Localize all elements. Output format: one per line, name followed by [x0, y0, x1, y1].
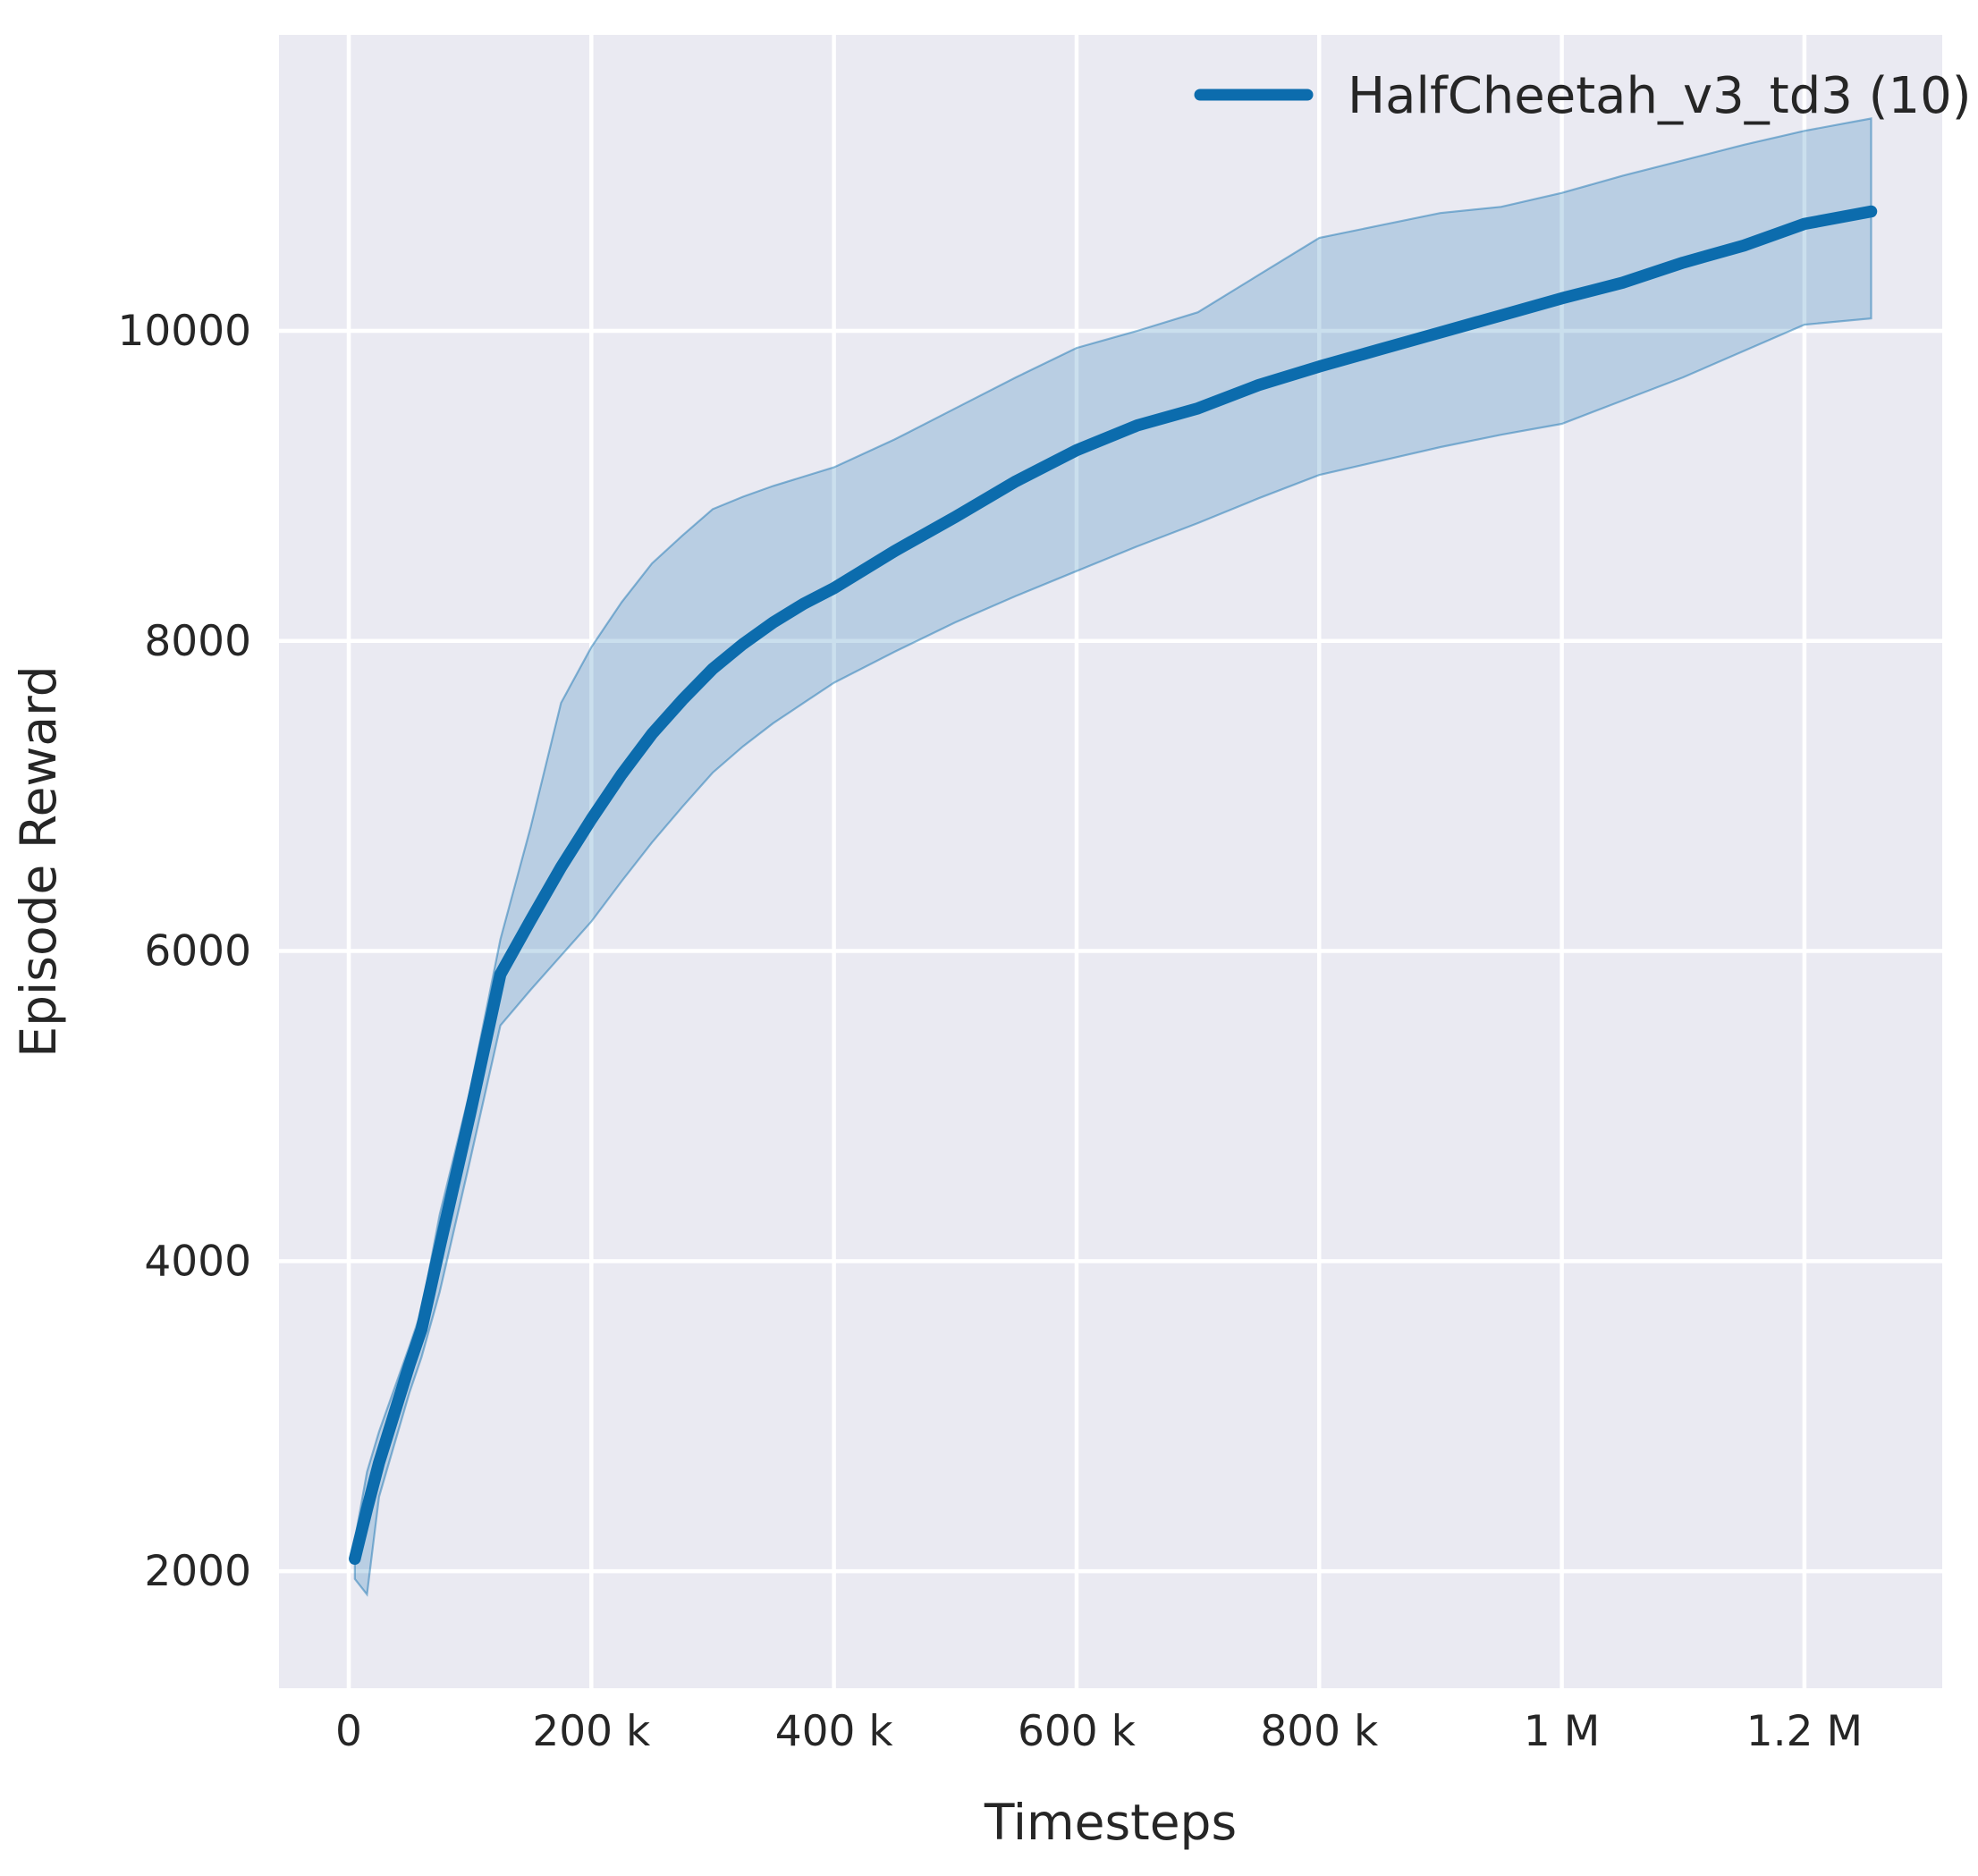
y-tick-label: 6000 [144, 927, 251, 976]
x-tick-label: 1 M [1524, 1707, 1600, 1756]
plot-area [279, 35, 1942, 1688]
y-tick-label: 10000 [117, 307, 251, 356]
x-tick-label: 800 k [1260, 1707, 1379, 1756]
x-tick-label: 200 k [532, 1707, 651, 1756]
legend-label: HalfCheetah_v3_td3 (10) [1348, 67, 1972, 125]
x-tick-label: 0 [335, 1707, 362, 1756]
x-tick-label: 1.2 M [1746, 1707, 1863, 1756]
x-tick-label: 400 k [775, 1707, 894, 1756]
y-tick-label: 4000 [144, 1237, 251, 1286]
x-axis-label: Timesteps [984, 1794, 1237, 1851]
y-gridlines [279, 328, 1942, 1574]
x-tick-label: 600 k [1018, 1707, 1137, 1756]
y-axis-tick-labels: 2000 4000 6000 8000 10000 [117, 307, 251, 1596]
confidence-band [353, 117, 1872, 1597]
legend: HalfCheetah_v3_td3 (10) [1194, 67, 1972, 125]
x-gridlines [346, 35, 1807, 1688]
y-tick-label: 2000 [144, 1547, 251, 1596]
y-tick-label: 8000 [144, 617, 251, 666]
mean-line [349, 205, 1878, 1565]
x-axis-tick-labels: 0 200 k 400 k 600 k 800 k 1 M 1.2 M [335, 1707, 1863, 1756]
y-axis-label: Episode Reward [10, 665, 67, 1057]
